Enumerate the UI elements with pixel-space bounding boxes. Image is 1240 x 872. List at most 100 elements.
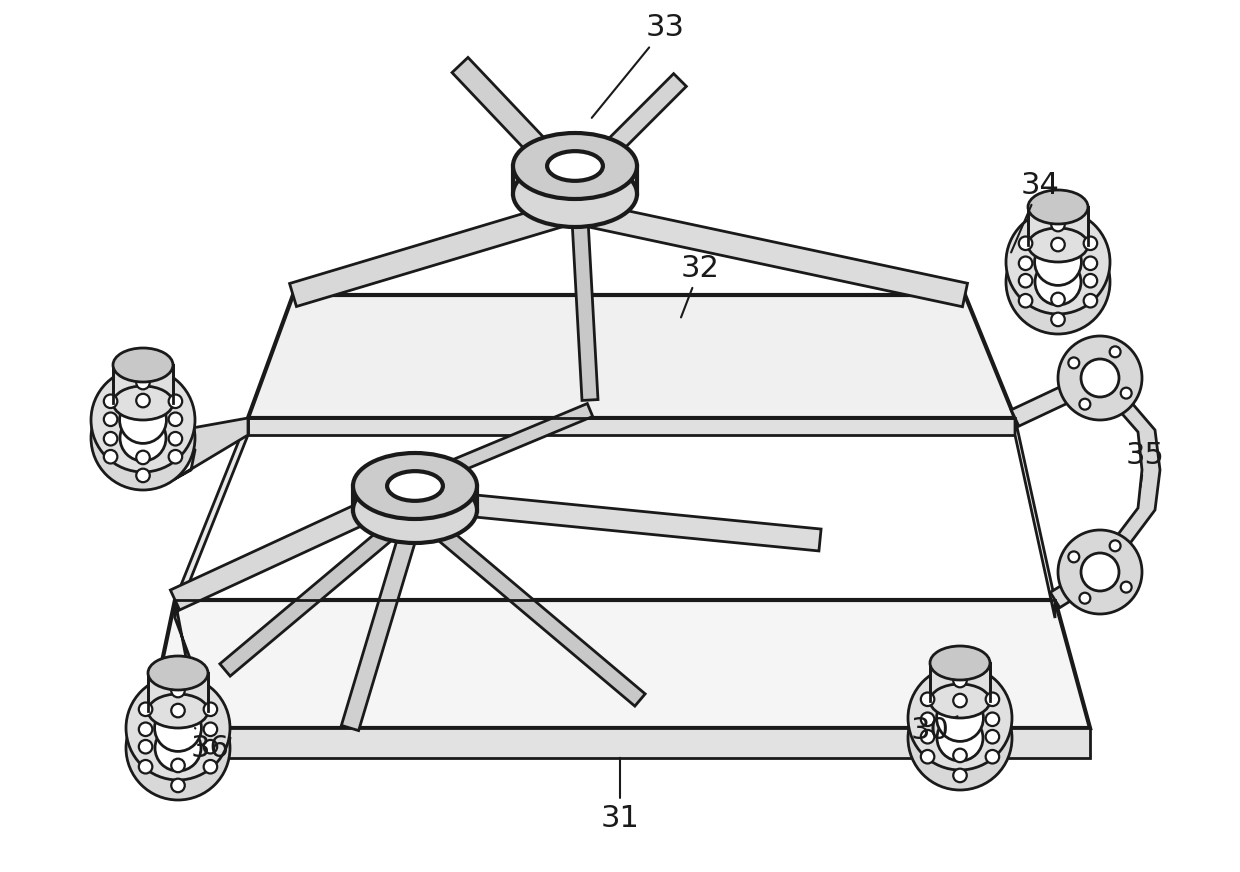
Ellipse shape xyxy=(1028,190,1087,224)
Circle shape xyxy=(136,451,150,464)
Text: 32: 32 xyxy=(681,254,719,317)
Circle shape xyxy=(139,760,153,773)
Circle shape xyxy=(921,712,934,726)
Polygon shape xyxy=(290,203,563,306)
Ellipse shape xyxy=(387,471,443,501)
Text: 31: 31 xyxy=(600,758,640,833)
FancyBboxPatch shape xyxy=(1028,207,1087,245)
Ellipse shape xyxy=(1028,228,1087,262)
Circle shape xyxy=(136,394,150,407)
Polygon shape xyxy=(148,600,1090,728)
Circle shape xyxy=(104,394,118,408)
Text: 34: 34 xyxy=(1011,171,1059,253)
Circle shape xyxy=(1110,541,1121,551)
Circle shape xyxy=(169,412,182,426)
Circle shape xyxy=(1019,256,1033,270)
Circle shape xyxy=(921,750,934,764)
Ellipse shape xyxy=(547,151,603,181)
Circle shape xyxy=(936,695,983,741)
Bar xyxy=(353,486,477,511)
Circle shape xyxy=(1081,359,1118,397)
Circle shape xyxy=(120,415,166,461)
Circle shape xyxy=(921,730,934,744)
Circle shape xyxy=(1019,294,1033,308)
Circle shape xyxy=(1058,336,1142,420)
Ellipse shape xyxy=(353,477,477,543)
Circle shape xyxy=(954,769,967,782)
Circle shape xyxy=(1052,238,1065,251)
Polygon shape xyxy=(1050,564,1105,608)
Ellipse shape xyxy=(148,694,208,728)
Circle shape xyxy=(1084,256,1097,270)
Circle shape xyxy=(1110,346,1121,358)
Polygon shape xyxy=(453,58,558,167)
Circle shape xyxy=(986,712,999,726)
Circle shape xyxy=(155,725,201,771)
Circle shape xyxy=(1052,313,1065,326)
FancyBboxPatch shape xyxy=(148,673,208,711)
Polygon shape xyxy=(148,728,1090,758)
Circle shape xyxy=(1052,293,1065,306)
Circle shape xyxy=(937,715,983,761)
Text: 30: 30 xyxy=(910,716,957,745)
Circle shape xyxy=(119,397,166,443)
Circle shape xyxy=(954,694,967,707)
Circle shape xyxy=(136,376,150,389)
Polygon shape xyxy=(1016,418,1055,618)
Text: 36: 36 xyxy=(191,728,229,762)
Circle shape xyxy=(203,740,217,753)
FancyBboxPatch shape xyxy=(113,365,174,403)
Circle shape xyxy=(986,692,999,706)
Ellipse shape xyxy=(513,133,637,199)
Text: 33: 33 xyxy=(591,13,684,118)
Circle shape xyxy=(986,750,999,764)
Circle shape xyxy=(1084,294,1097,308)
Polygon shape xyxy=(175,418,248,618)
Circle shape xyxy=(1019,236,1033,250)
Circle shape xyxy=(104,450,118,464)
Circle shape xyxy=(203,723,217,736)
Polygon shape xyxy=(413,404,593,489)
Ellipse shape xyxy=(930,646,990,680)
Ellipse shape xyxy=(513,161,637,227)
Circle shape xyxy=(1121,582,1132,593)
Text: 35: 35 xyxy=(1126,440,1164,487)
Circle shape xyxy=(169,394,182,408)
Circle shape xyxy=(908,686,1012,790)
Polygon shape xyxy=(219,517,405,676)
Circle shape xyxy=(104,432,118,446)
Circle shape xyxy=(1069,551,1079,562)
Circle shape xyxy=(1035,259,1081,305)
Bar xyxy=(513,166,637,194)
Circle shape xyxy=(139,723,153,736)
Ellipse shape xyxy=(113,386,174,420)
Ellipse shape xyxy=(353,453,477,519)
Polygon shape xyxy=(175,600,229,773)
Polygon shape xyxy=(174,418,248,480)
Circle shape xyxy=(1084,274,1097,288)
Circle shape xyxy=(1034,239,1081,285)
Circle shape xyxy=(1069,358,1079,368)
Circle shape xyxy=(954,674,967,687)
Circle shape xyxy=(203,760,217,773)
Circle shape xyxy=(1081,553,1118,591)
Circle shape xyxy=(1121,388,1132,399)
Circle shape xyxy=(169,450,182,464)
Circle shape xyxy=(1079,399,1090,410)
Circle shape xyxy=(171,704,185,718)
FancyBboxPatch shape xyxy=(930,663,990,701)
Polygon shape xyxy=(444,492,821,551)
Circle shape xyxy=(169,432,182,446)
Polygon shape xyxy=(425,517,645,706)
Ellipse shape xyxy=(930,684,990,718)
Circle shape xyxy=(1006,230,1110,334)
Circle shape xyxy=(1006,210,1110,314)
Circle shape xyxy=(1019,274,1033,288)
Circle shape xyxy=(203,703,217,716)
Polygon shape xyxy=(588,203,967,307)
Circle shape xyxy=(136,468,150,482)
Ellipse shape xyxy=(148,656,208,690)
Circle shape xyxy=(126,696,229,800)
Polygon shape xyxy=(1011,370,1104,426)
Circle shape xyxy=(171,684,185,698)
